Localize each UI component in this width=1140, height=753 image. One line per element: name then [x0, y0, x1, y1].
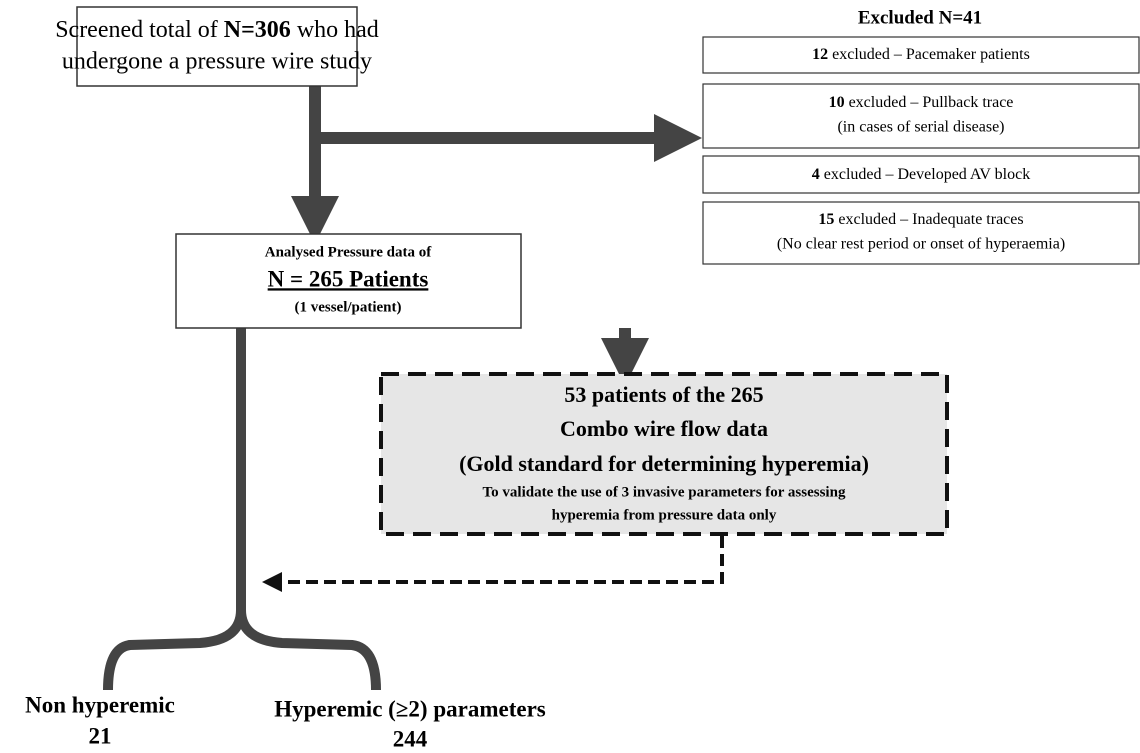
text: N=306 — [224, 17, 291, 43]
excluded-box — [702, 36, 1140, 74]
screened-box — [76, 6, 358, 87]
excluded-box — [702, 155, 1140, 194]
screened-line2: undergone a pressure wire study — [62, 49, 372, 75]
analysed-line2: N = 265 Patients — [268, 266, 429, 291]
outcome-label: Hyperemic (≥2) parameters — [274, 696, 546, 721]
combo-box — [379, 372, 949, 536]
outcome-count: 244 — [393, 726, 428, 751]
text: who had — [291, 17, 379, 43]
combo-line5: hyperemia from pressure data only — [552, 507, 777, 523]
screened-line1: Screened total of N=306 who had — [55, 17, 379, 43]
text: excluded – Inadequate traces — [834, 211, 1023, 228]
analysed-line3: (1 vessel/patient) — [294, 299, 401, 315]
excluded-box — [702, 83, 1140, 149]
excluded-note: (No clear rest period or onset of hypera… — [777, 236, 1065, 253]
analysed-box — [175, 233, 522, 329]
combo-line1: 53 patients of the 265 — [564, 382, 763, 407]
text: excluded – Pullback trace — [845, 94, 1014, 111]
excluded-box — [702, 201, 1140, 265]
dashed-arrow — [262, 536, 724, 592]
text: 15 — [818, 211, 834, 228]
combo-line4: To validate the use of 3 invasive parame… — [483, 484, 846, 500]
text: 10 — [829, 94, 845, 111]
excluded-item: 4 excluded – Developed AV block — [812, 166, 1030, 183]
text: 4 — [812, 166, 820, 183]
outcome-count: 21 — [89, 723, 112, 748]
analysed-line1: Analysed Pressure data of — [265, 244, 433, 260]
excluded-item: 10 excluded – Pullback trace — [829, 94, 1014, 111]
excluded-title: Excluded N=41 — [858, 7, 982, 28]
text: excluded – Pacemaker patients — [828, 46, 1030, 63]
text: 12 — [812, 46, 828, 63]
combo-line3: (Gold standard for determining hyperemia… — [459, 451, 869, 476]
split-brace — [103, 328, 381, 691]
text: Screened total of — [55, 17, 224, 43]
outcome-label: Non hyperemic — [25, 692, 175, 717]
connectors — [103, 86, 724, 691]
text: excluded – Developed AV block — [820, 166, 1030, 183]
excluded-item: 12 excluded – Pacemaker patients — [812, 46, 1030, 63]
excluded-item: 15 excluded – Inadequate traces — [818, 211, 1023, 228]
excluded-note: (in cases of serial disease) — [837, 119, 1004, 136]
combo-line2: Combo wire flow data — [560, 416, 768, 441]
